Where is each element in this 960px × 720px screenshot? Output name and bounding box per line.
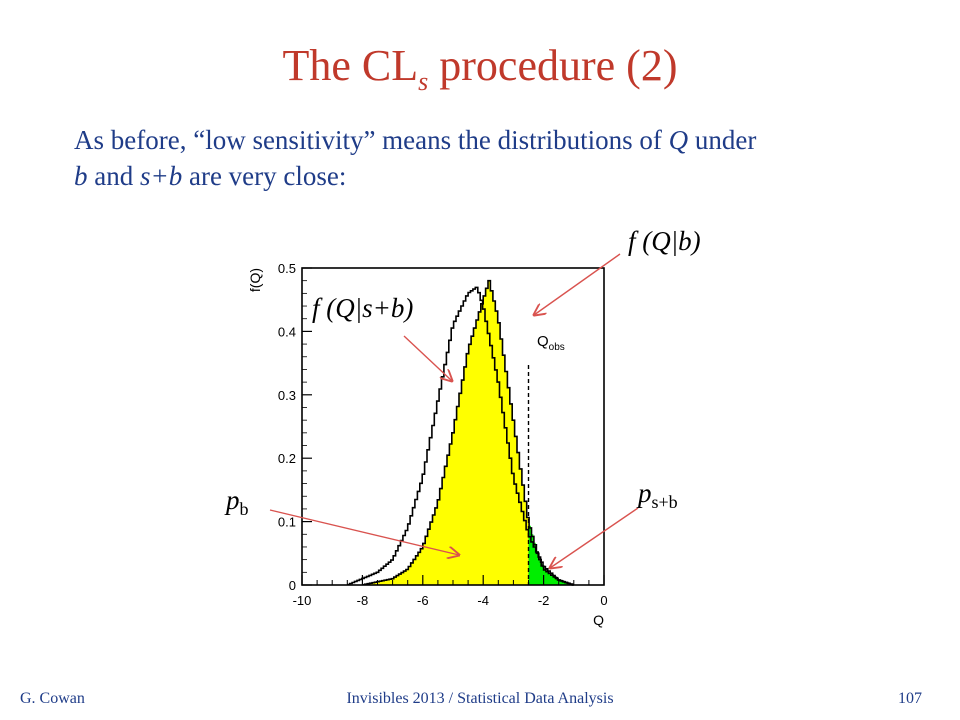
x-tick-label: -10 (293, 593, 312, 608)
p-sb-tail-fill (528, 525, 574, 585)
footer-center: Invisibles 2013 / Statistical Data Analy… (346, 690, 614, 707)
x-tick-label: -8 (357, 593, 369, 608)
y-axis-label: f(Q) (247, 268, 263, 292)
y-tick-label: 0.4 (278, 324, 296, 339)
footer-page-number: 107 (898, 690, 922, 707)
label-p-b: pb (226, 485, 249, 519)
arrow-f-q-b (534, 253, 621, 315)
label-f-q-sb: f (Q|s+b) (312, 293, 414, 323)
slide-title: The CLs procedure (2) (282, 41, 678, 96)
y-tick-label: 0.2 (278, 451, 296, 466)
slide-body-text: As before, “low sensitivity” means the d… (74, 125, 757, 191)
arrow-p-b (269, 509, 459, 555)
x-axis-label: Q (593, 612, 604, 628)
x-tick-label: 0 (600, 593, 607, 608)
y-tick-label: 0.5 (278, 261, 296, 276)
x-tick-label: -6 (417, 593, 429, 608)
q-obs-label: Qobs (537, 333, 565, 353)
arrow-p-sb (550, 507, 639, 568)
y-tick-label: 0.1 (278, 515, 296, 530)
footer-author: G. Cowan (20, 690, 85, 707)
label-f-q-b: f (Q|b) (628, 226, 701, 256)
x-tick-label: -2 (538, 593, 550, 608)
sb-distribution-line (362, 279, 574, 586)
x-tick-label: -4 (477, 593, 489, 608)
y-tick-label: 0 (289, 578, 296, 593)
label-p-sb: ps+b (638, 478, 678, 512)
arrow-f-q-sb (403, 335, 452, 381)
y-tick-label: 0.3 (278, 388, 296, 403)
